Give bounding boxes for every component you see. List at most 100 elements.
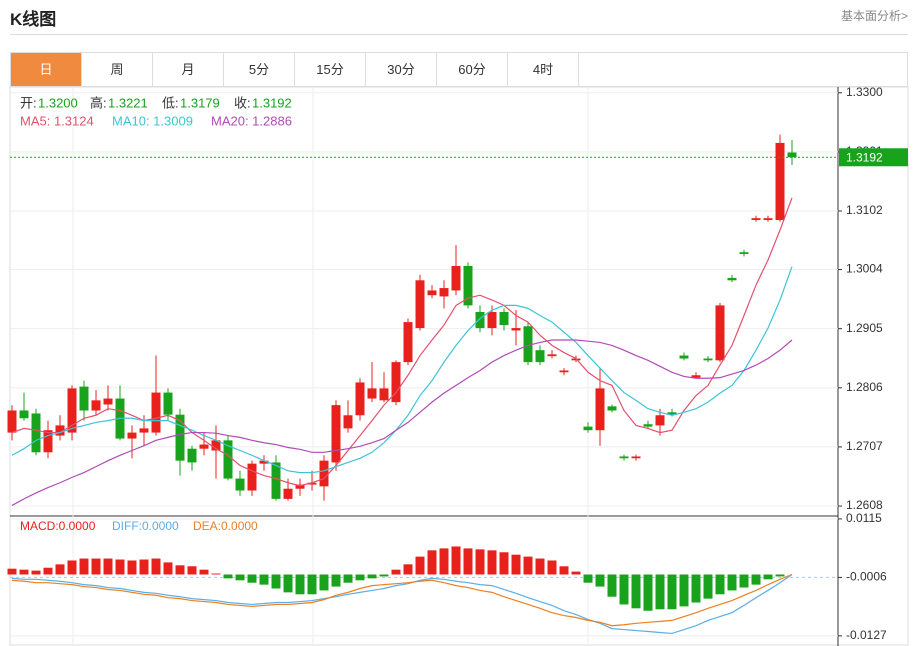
macd-bar [535,558,545,575]
line [11,266,793,474]
macd-bar [763,574,773,580]
period-tabs: 日周月 5分 15分 30分 60分 4时 [10,52,908,87]
macd-bar [295,574,305,595]
info-label: 收: [234,95,251,110]
candle-body [211,440,221,451]
macd-bar [55,564,65,575]
period-tab[interactable]: 4时 [508,53,579,86]
line [11,573,793,627]
y-tick-label: 1.3004 [846,262,883,276]
candle-body [643,424,653,427]
candle-body [19,410,29,419]
macd-bar [727,574,737,591]
info-label: 低: [162,95,179,110]
macd-bar [667,574,677,610]
candle-body [79,386,89,411]
y-tick-label: 1.3300 [846,85,883,99]
candle-body [451,265,461,291]
macd-bar [739,574,749,588]
period-tab[interactable]: 30分 [366,53,437,86]
macd-bar [163,562,173,575]
candle-body [775,142,785,220]
candle-body [247,463,257,491]
macd-bar [115,559,125,575]
line [11,197,793,487]
candle-body [295,484,305,489]
candle-body [763,218,773,220]
candle-body [607,406,617,411]
last-price-box [839,148,908,167]
macd-bar [187,566,197,575]
candle-body [547,354,557,357]
macd-bar [487,550,497,575]
period-tab[interactable]: 月 [153,53,224,86]
info-label: 高: [90,95,107,110]
macd-bar [175,565,185,575]
candle-body [43,430,53,453]
info-value: 1.3221 [108,95,148,110]
candle-body [511,328,521,331]
macd-bar [595,574,605,587]
macd-bar [139,559,149,575]
period-tab[interactable]: 60分 [437,53,508,86]
macd-bar [499,552,509,575]
candle-body [679,355,689,359]
candle-body [787,152,797,158]
legend-entry: DIFF:0.0000 [112,519,179,533]
last-price-label: 1.3192 [846,150,883,164]
y-tick-label: 1.2806 [846,380,883,394]
macd-bar [403,564,413,575]
macd-bar [7,568,17,575]
candle-body [703,358,713,361]
candle-body [235,478,245,491]
candle-body [667,412,677,415]
fundamental-link[interactable]: 基本面分析> [840,9,908,23]
candle-body [103,398,113,405]
candle-body [91,400,101,411]
macd-bar [391,569,401,575]
macd-bar [247,574,257,583]
macd-bar [583,574,593,583]
legend-entry: MA5: 1.3124 [20,113,94,128]
candle-body [619,456,629,459]
macd-bar [439,548,449,575]
candle-body [271,462,281,499]
candle-body [523,326,533,363]
macd-bar [559,566,569,575]
line [11,573,793,635]
macd-bar [283,574,293,593]
candle-body [463,265,473,306]
chart-frame [9,86,909,646]
period-tab[interactable]: 15分 [295,53,366,86]
macd-bar [523,556,533,575]
macd-bar [79,558,89,575]
candle-body [415,280,425,329]
macd-bar [271,574,281,589]
macd-bar [655,574,665,610]
legend-entry: MA20: 1.2886 [211,113,292,128]
candle-body [175,414,185,461]
candle-body [631,456,641,459]
candle-body [427,290,437,296]
macd-bar [643,574,653,611]
macd-bar [307,574,317,595]
candle-body [583,426,593,431]
macd-bar [67,560,77,575]
candle-body [751,218,761,220]
macd-bar [331,574,341,587]
period-tab[interactable]: 周 [82,53,153,86]
info-value: 1.3179 [180,95,220,110]
period-tab[interactable]: 日 [11,53,82,86]
y-tick-label: 1.3102 [846,203,883,217]
candle-body [391,362,401,403]
macd-bar [367,574,377,579]
macd-bar [91,558,101,575]
period-tab[interactable]: 5分 [224,53,295,86]
macd-bar [103,558,113,575]
candle-body [187,448,197,463]
candle-body [151,392,161,433]
y-tick-label: 1.2905 [846,321,883,335]
macd-bar [607,574,617,597]
macd-bar [475,549,485,575]
